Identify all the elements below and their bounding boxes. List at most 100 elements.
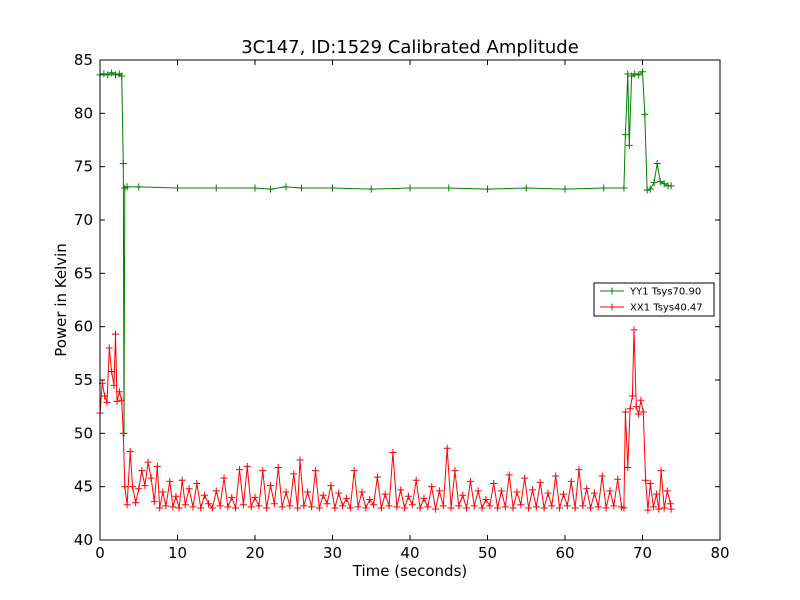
data-point-marker [540, 504, 548, 512]
data-point-marker [532, 503, 540, 511]
series-layer [96, 68, 675, 514]
data-point-marker [632, 403, 640, 411]
data-point-marker [193, 479, 201, 487]
data-point-marker [666, 500, 674, 508]
data-point-marker [123, 501, 131, 509]
data-point-marker [579, 502, 587, 510]
data-point-marker [129, 483, 137, 491]
data-point-marker [639, 68, 646, 76]
data-point-marker [544, 489, 552, 497]
data-point-marker [323, 500, 331, 508]
data-point-marker [329, 184, 336, 192]
x-axis-label: Time (seconds) [352, 562, 468, 580]
data-point-marker [646, 479, 654, 487]
data-point-marker [486, 502, 494, 510]
data-point-marker [259, 467, 267, 475]
y-tick-label: 70 [74, 211, 93, 229]
data-point-marker [478, 504, 486, 512]
data-point-marker [132, 499, 140, 507]
data-point-marker [652, 490, 660, 498]
data-point-marker [267, 185, 274, 193]
series-2 [96, 326, 675, 514]
legend-label: XX1 Tsys40.47 [630, 303, 703, 314]
data-point-marker [575, 466, 583, 474]
data-point-marker [294, 504, 302, 512]
data-point-marker [201, 491, 209, 499]
data-point-marker [657, 467, 665, 475]
data-point-marker [635, 410, 643, 418]
legend-entry: XX1 Tsys40.47 [600, 303, 703, 314]
data-point-marker [631, 70, 639, 78]
data-point-marker [571, 504, 579, 512]
data-point-marker [373, 473, 381, 481]
data-point-marker [243, 462, 251, 470]
data-point-marker [525, 504, 533, 512]
data-point-marker [377, 504, 385, 512]
data-point-marker [552, 472, 560, 480]
data-point-marker [101, 392, 109, 400]
x-tick-label: 30 [323, 544, 342, 562]
data-point-marker [587, 504, 595, 512]
data-point-marker [362, 504, 370, 512]
data-point-marker [445, 184, 453, 192]
data-point-marker [147, 474, 155, 482]
data-point-marker [304, 488, 312, 496]
data-point-marker [424, 503, 432, 511]
data-point-marker [610, 502, 618, 510]
data-point-marker [590, 489, 598, 497]
data-point-marker [482, 495, 490, 503]
y-tick-label: 65 [74, 264, 93, 282]
y-tick-label: 50 [74, 424, 93, 442]
data-point-marker [212, 487, 220, 495]
data-point-marker [119, 429, 127, 437]
data-point-marker [118, 72, 126, 80]
data-point-marker [626, 405, 634, 413]
y-tick-label: 40 [74, 531, 93, 549]
data-point-marker [594, 503, 602, 511]
data-point-marker [385, 502, 393, 510]
data-point-marker [282, 183, 290, 191]
legend-marker [608, 303, 616, 311]
data-point-marker [667, 182, 675, 190]
data-point-marker [126, 447, 134, 455]
legend-entries: YY1 Tsys70.90 XX1 Tsys40.47 [600, 287, 703, 314]
data-point-marker [331, 504, 339, 512]
x-tick-label: 40 [400, 544, 419, 562]
data-point-marker [366, 495, 374, 503]
data-point-marker [466, 477, 474, 485]
data-point-marker [208, 504, 216, 512]
data-point-marker [319, 491, 327, 499]
data-point-marker [112, 330, 119, 338]
data-point-marker [412, 476, 420, 484]
data-point-marker [113, 397, 121, 405]
data-point-marker [224, 503, 232, 511]
data-point-marker [567, 477, 575, 485]
data-point-marker [144, 458, 152, 466]
data-point-marker [528, 486, 536, 494]
data-point-marker [255, 502, 263, 510]
data-point-marker [505, 471, 513, 479]
data-point-marker [251, 493, 259, 501]
data-point-marker [490, 479, 498, 487]
data-point-marker [397, 486, 405, 494]
data-point-marker [174, 184, 181, 192]
data-point-marker [236, 466, 243, 474]
data-point-marker [367, 185, 375, 193]
data-point-marker [656, 178, 664, 186]
data-point-marker [494, 504, 502, 512]
x-tick-label: 80 [710, 544, 729, 562]
data-point-marker [153, 462, 161, 470]
data-point-marker [583, 485, 591, 493]
data-point-marker [290, 470, 298, 478]
data-point-marker [630, 326, 638, 334]
data-point-marker [181, 501, 189, 509]
data-point-marker [232, 504, 240, 512]
x-tick-label: 20 [245, 544, 264, 562]
data-point-marker [606, 487, 614, 495]
data-point-marker [166, 477, 174, 485]
data-point-marker [251, 184, 259, 192]
data-point-marker [118, 396, 126, 404]
x-tick-label: 50 [478, 544, 497, 562]
data-point-marker [300, 502, 308, 510]
data-point-marker [620, 504, 628, 512]
